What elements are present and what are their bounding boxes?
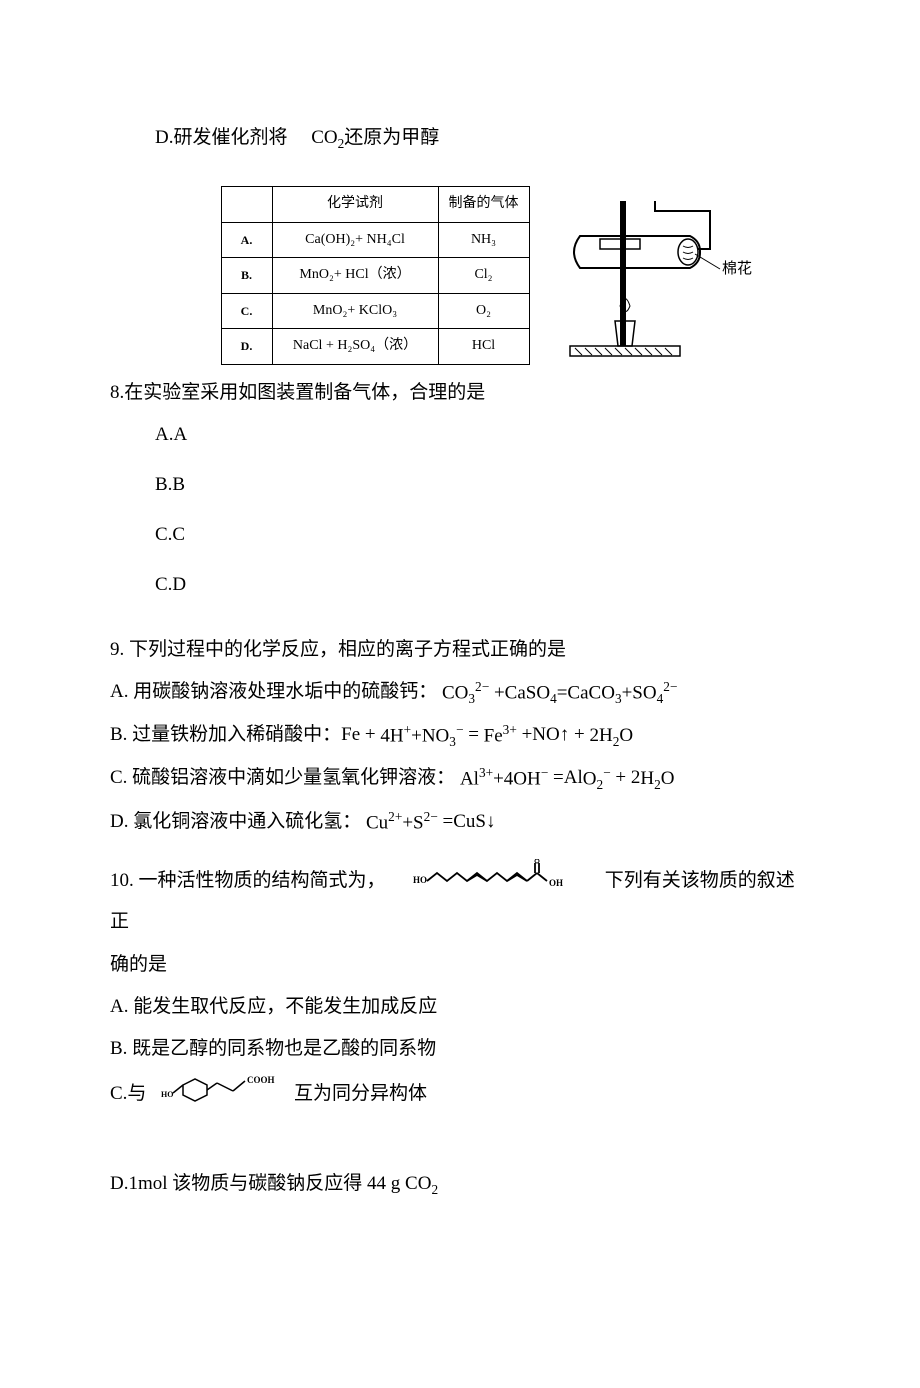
row-label: A. xyxy=(221,222,272,258)
q9b-formula-1: 4H++NO3− xyxy=(380,717,463,754)
reagent-table: 化学试剂 制备的气体 A. Ca(OH)₂+ NH₄Cl NH₃ B. MnO₂… xyxy=(221,186,530,365)
q8-opt-b: B.B xyxy=(155,467,810,503)
q9c-formula-1: Al3++4OH− xyxy=(460,760,548,797)
row-reagent: MnO₂+ KClO₃ xyxy=(272,293,438,329)
reagent-table-and-diagram: 化学试剂 制备的气体 A. Ca(OH)₂+ NH₄Cl NH₃ B. MnO₂… xyxy=(170,186,810,365)
row-label: C. xyxy=(221,293,272,329)
q10-opt-c: C.与 HO COOH 互为同分异构体 xyxy=(110,1073,810,1116)
q7-optd-text-pre: D.研发催化剂将 xyxy=(155,127,287,148)
q10-opt-a: A. 能发生取代反应，不能发生加成反应 xyxy=(110,989,810,1025)
th-blank xyxy=(221,187,272,223)
row-gas: NH₃ xyxy=(438,222,529,258)
q9-opt-a: A. 用碳酸钠溶液处理水垢中的硫酸钙： CO32− +CaSO4=CaCO3+S… xyxy=(110,674,810,711)
q9c-formula-2: O2− xyxy=(583,760,611,797)
q10c-structure: HO COOH xyxy=(155,1073,285,1116)
q9-opt-b: B. 过量铁粉加入稀硝酸中：Fe + 4H++NO3− = Fe3+ +NO↑ … xyxy=(110,717,810,754)
table-row: D. NaCl + H₂SO₄（浓） HCl xyxy=(221,329,529,365)
row-label: D. xyxy=(221,329,272,365)
q8-opt-a: A.A xyxy=(155,417,810,453)
row-reagent: Ca(OH)₂+ NH₄Cl xyxy=(272,222,438,258)
row-gas: O₂ xyxy=(438,293,529,329)
q7-optd-text-post: 还原为甲醇 xyxy=(344,127,439,148)
q10-opt-b: B. 既是乙醇的同系物也是乙酸的同系物 xyxy=(110,1031,810,1067)
row-reagent: MnO₂+ HCl（浓） xyxy=(272,258,438,294)
q9a-formula: CO32− +CaSO4=CaCO3+SO42− xyxy=(442,674,677,711)
q8-stem: 8.在实验室采用如图装置制备气体，合理的是 xyxy=(110,375,810,411)
q9-stem: 9. 下列过程中的化学反应，相应的离子方程式正确的是 xyxy=(110,632,810,668)
table-row: A. Ca(OH)₂+ NH₄Cl NH₃ xyxy=(221,222,529,258)
row-gas: HCl xyxy=(438,329,529,365)
q10-stem-line2: 确的是 xyxy=(110,947,810,983)
row-gas: Cl₂ xyxy=(438,258,529,294)
table-row: C. MnO₂+ KClO₃ O₂ xyxy=(221,293,529,329)
apparatus-diagram: 棉花 xyxy=(560,191,760,361)
q9d-formula: Cu2++S2− xyxy=(366,804,438,841)
svg-text:HO: HO xyxy=(413,875,427,885)
q8-opt-d: C.D xyxy=(155,567,810,603)
q7-option-d: D.研发催化剂将 CO2还原为甲醇 xyxy=(155,120,810,156)
q9-opt-d: D. 氯化铜溶液中通入硫化氢： Cu2++S2− =CuS↓ xyxy=(110,804,810,841)
q10d-formula: CO2 xyxy=(405,1173,438,1194)
q9c-formula-3: H2O xyxy=(640,761,674,797)
table-row: B. MnO₂+ HCl（浓） Cl₂ xyxy=(221,258,529,294)
q9b-formula-3: 2H2O xyxy=(589,718,633,754)
q10-opt-d: D.1mol 该物质与碳酸钠反应得 44 g CO2 xyxy=(110,1166,810,1202)
q7-optd-formula: CO2 xyxy=(311,127,344,148)
row-reagent: NaCl + H₂SO₄（浓） xyxy=(272,329,438,365)
cotton-label: 棉花 xyxy=(722,260,752,277)
q10-structure-main: HO OH xyxy=(413,859,583,904)
q9-opt-c: C. 硫酸铝溶液中滴如少量氢氧化钾溶液： Al3++4OH− =AlO2− + … xyxy=(110,760,810,797)
th-gas: 制备的气体 xyxy=(438,187,529,223)
q8-options: A.A B.B C.C C.D xyxy=(155,417,810,603)
svg-text:OH: OH xyxy=(549,878,563,888)
q8-opt-c: C.C xyxy=(155,517,810,553)
row-label: B. xyxy=(221,258,272,294)
th-reagent: 化学试剂 xyxy=(272,187,438,223)
q9b-formula-2: Fe3+ xyxy=(484,717,517,754)
q10-stem-line1: 10. 一种活性物质的结构简式为， HO OH 下列有关该物质的叙述正 xyxy=(110,859,810,940)
svg-text:COOH: COOH xyxy=(247,1075,275,1085)
svg-text:HO: HO xyxy=(161,1090,173,1099)
